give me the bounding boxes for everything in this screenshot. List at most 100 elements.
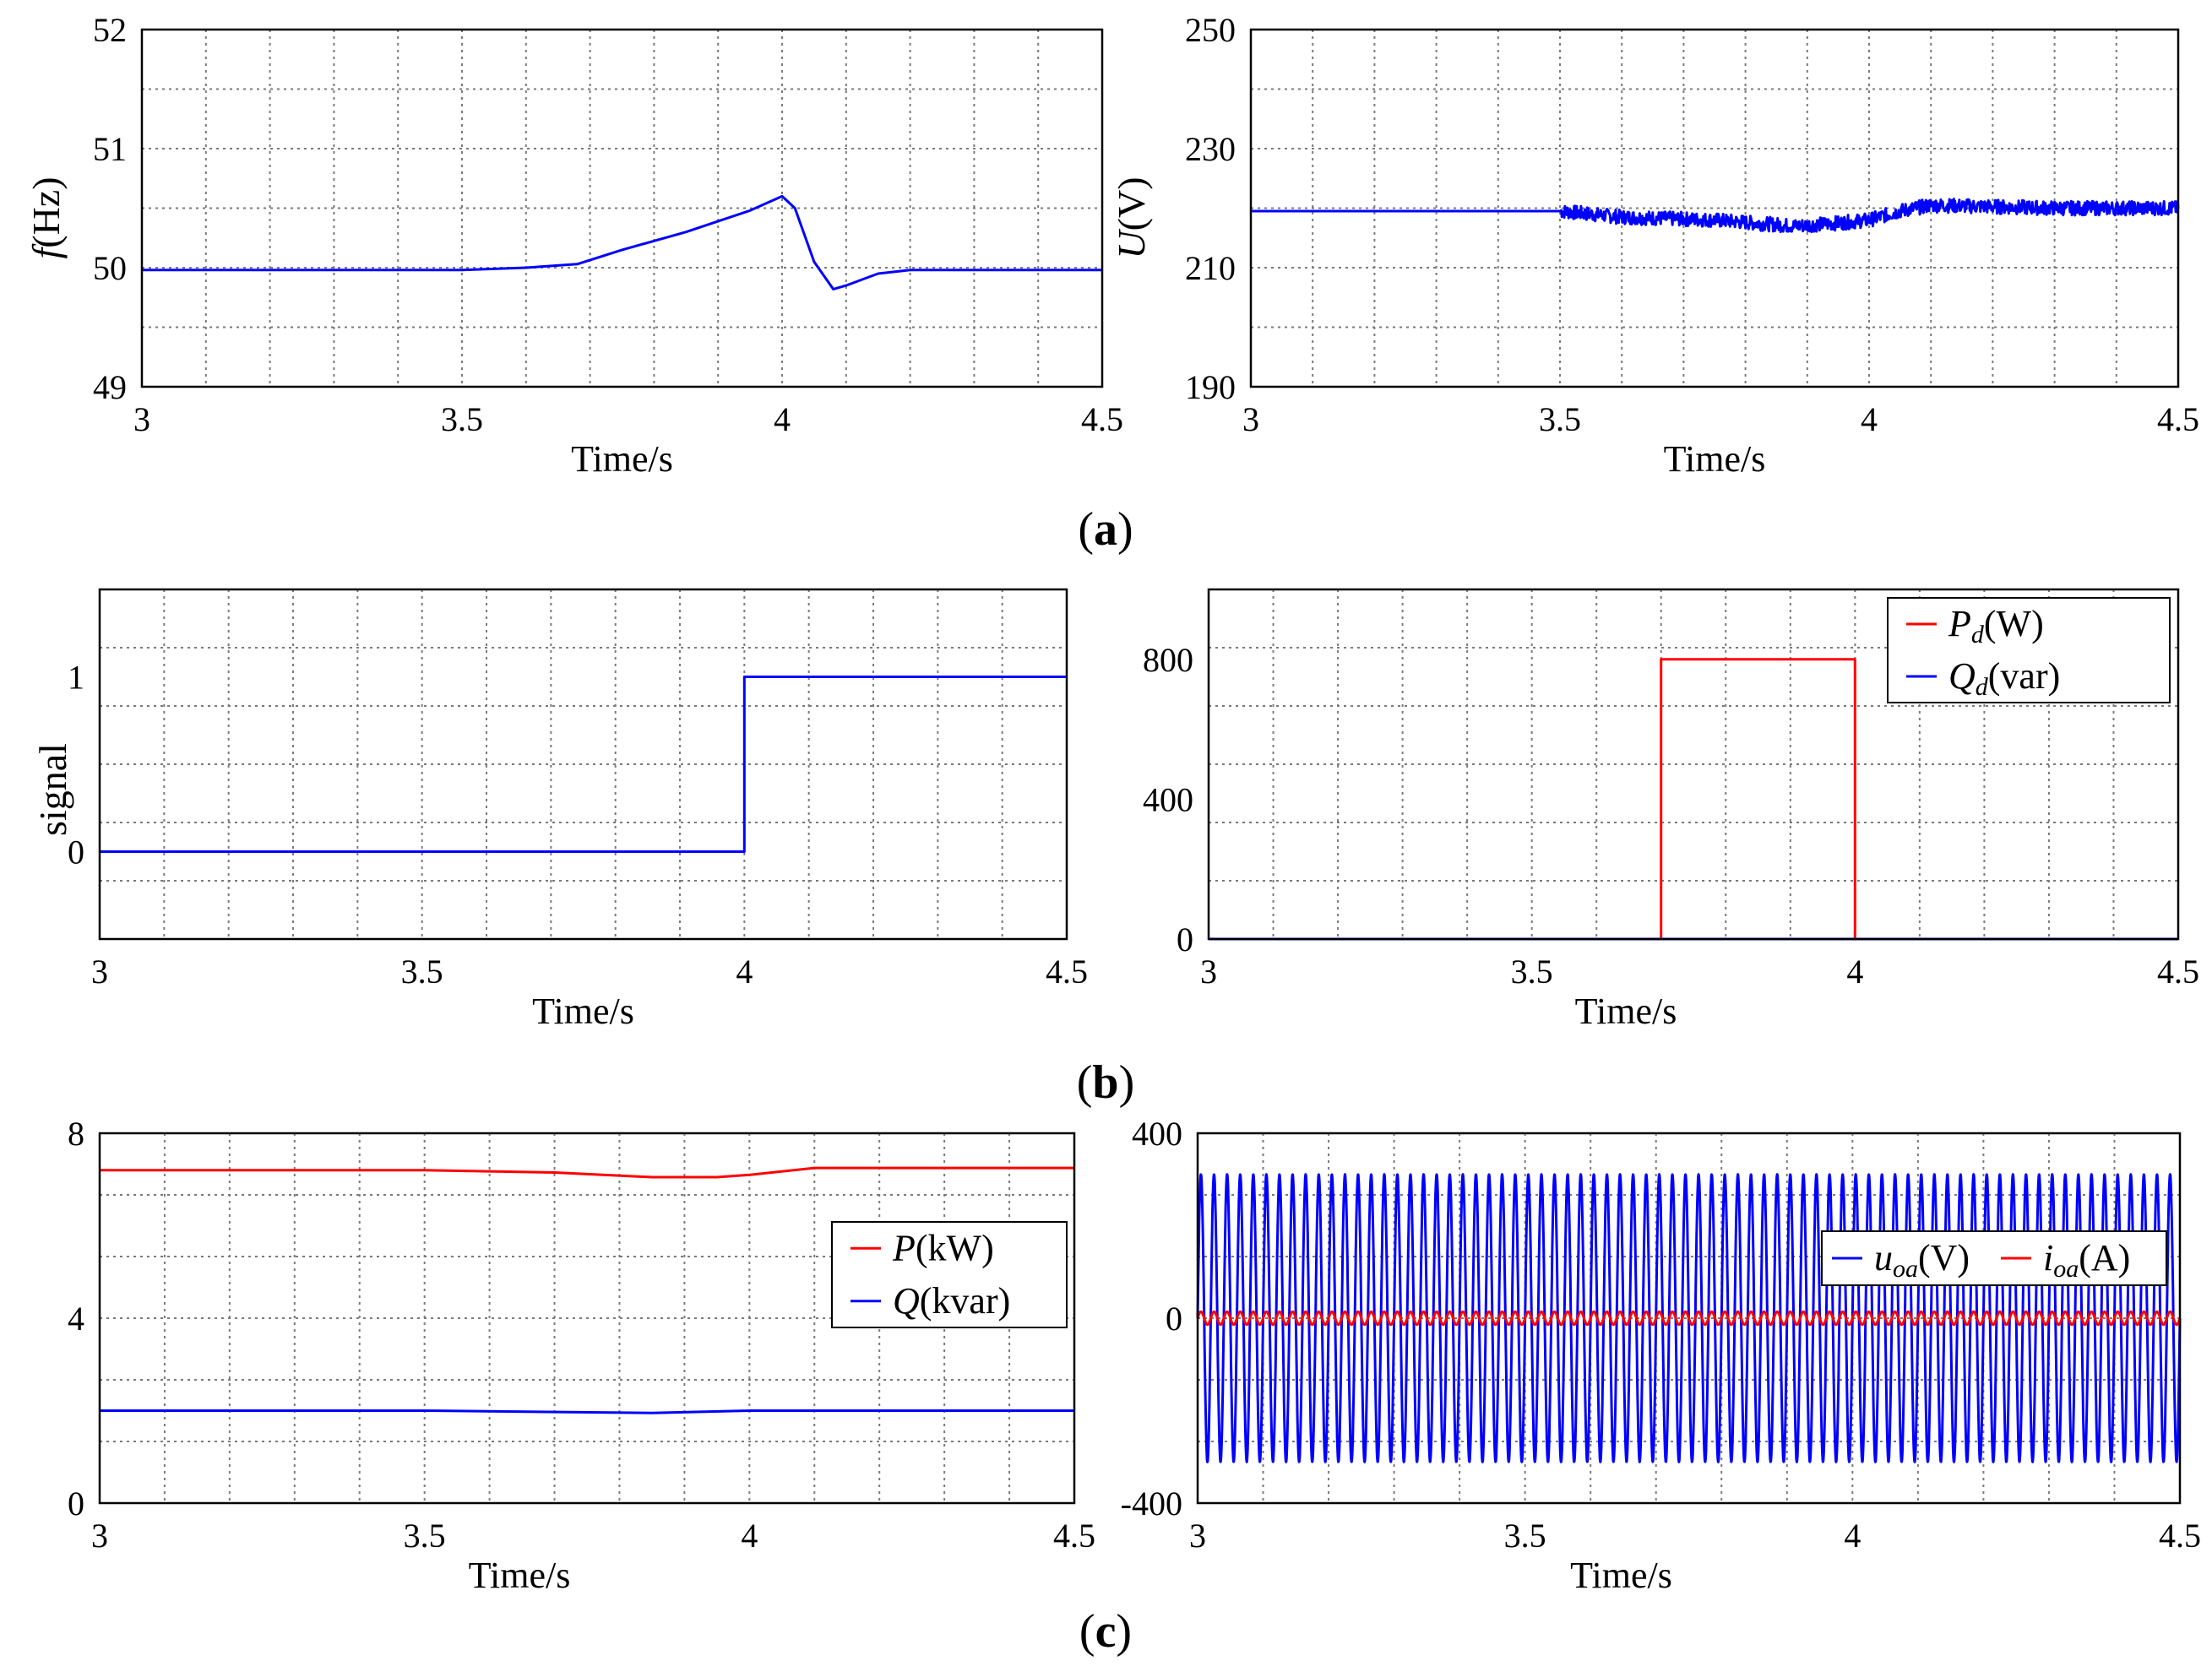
x-tick-label: 4.5 — [2159, 1517, 2201, 1555]
x-tick-label: 3.5 — [1539, 400, 1581, 438]
legend-label: ioa(A) — [2043, 1237, 2130, 1283]
chart-signal: 3 3.5 4 4.5 0 1 Time/s signal — [31, 588, 1088, 1032]
legend-unit: (var) — [1988, 655, 2061, 697]
y-tick-label: -400 — [1121, 1485, 1182, 1523]
plot-frame — [1207, 588, 2180, 941]
legend-unit: (W) — [1984, 603, 2044, 644]
series-line-b1-0 — [100, 676, 1067, 853]
legend-subscript: oa — [1893, 1255, 1918, 1283]
y-axis-label: f(Hz) — [24, 176, 68, 258]
legend-unit: (kvar) — [920, 1280, 1011, 1322]
legend-box — [831, 1221, 1068, 1328]
y-tick-label: 52 — [93, 11, 127, 49]
y-tick-label: 49 — [93, 368, 127, 406]
series-line-a2-0 — [1250, 198, 2180, 234]
legend-unit: (kW) — [916, 1227, 994, 1268]
y-tick-label: 400 — [1132, 1115, 1182, 1153]
x-tick-label: 4.5 — [2157, 400, 2199, 438]
x-tick-label: 4.5 — [1053, 1517, 1095, 1555]
plot-frame — [1249, 28, 2180, 388]
caption-c: (c) — [1079, 1605, 1132, 1658]
plot-frame — [140, 28, 1104, 388]
x-tick-label: 4 — [774, 400, 791, 438]
legend-symbol: P — [1948, 603, 1971, 644]
legend-subscript: d — [1971, 621, 1985, 649]
legend-symbol: P — [892, 1227, 916, 1268]
legend: uoa(V) ioa(A) — [1821, 1230, 2167, 1286]
series-line-c1-0 — [100, 1166, 1074, 1179]
y-tick-label: 0 — [68, 833, 84, 871]
series-line-a1-0 — [142, 194, 1102, 290]
x-tick-label: 4.5 — [1081, 400, 1123, 438]
x-axis-label: Time/s — [469, 1555, 571, 1596]
y-tick-label: 250 — [1185, 11, 1236, 49]
x-axis-label: Time/s — [1664, 438, 1766, 480]
legend: P(kW) Q(kvar) — [831, 1221, 1068, 1328]
legend-box — [1821, 1230, 2167, 1286]
y-axis-label-unit: (Hz) — [24, 176, 68, 247]
plot-frame — [1196, 1132, 2182, 1505]
chart-frequency: 3 3.5 4 4.5 49 50 51 52 Time/s f(Hz) — [24, 11, 1123, 480]
x-tick-label: 3 — [91, 1517, 108, 1555]
legend-box — [1887, 597, 2171, 703]
plot-frame — [98, 1132, 1076, 1505]
caption-b: (b) — [1077, 1056, 1134, 1109]
y-tick-label: 50 — [93, 249, 127, 287]
x-axis-label: Time/s — [1570, 1555, 1672, 1596]
x-axis-label: Time/s — [571, 438, 673, 480]
legend: Pd(W)Qd(var) — [1887, 597, 2171, 703]
x-tick-label: 4 — [1844, 1517, 1861, 1555]
legend-unit: (V) — [1918, 1237, 1970, 1278]
x-tick-label: 3.5 — [404, 1517, 446, 1555]
legend-symbol: Q — [1948, 655, 1976, 697]
x-tick-label: 3 — [91, 953, 108, 991]
y-tick-label: 8 — [68, 1115, 84, 1153]
y-tick-label: 190 — [1185, 368, 1236, 406]
legend-label: Pd(W) — [1948, 603, 2044, 649]
series-line-c1-1 — [100, 1409, 1074, 1414]
y-axis-label: U(V) — [1110, 176, 1153, 258]
y-tick-label: 230 — [1185, 130, 1236, 168]
x-tick-label: 3 — [1200, 953, 1217, 991]
y-tick-label: 210 — [1185, 249, 1236, 287]
x-tick-label: 4.5 — [2157, 953, 2199, 991]
plot-frame — [98, 588, 1068, 941]
legend-symbol: i — [2043, 1237, 2053, 1278]
caption-a: (a) — [1078, 503, 1133, 556]
x-tick-label: 4 — [736, 953, 753, 991]
y-tick-label: 800 — [1143, 641, 1193, 679]
legend-subscript: d — [1976, 673, 1989, 701]
x-tick-label: 4 — [1861, 400, 1878, 438]
chart-power: 3 3.5 4 4.5 0 4 8 Time/s P(kW) Q(kvar) — [68, 1115, 1095, 1596]
y-tick-label: 51 — [93, 130, 127, 168]
x-tick-label: 3.5 — [401, 953, 443, 991]
x-tick-label: 3.5 — [1504, 1517, 1546, 1555]
x-tick-label: 4.5 — [1046, 953, 1088, 991]
y-tick-label: 400 — [1143, 780, 1193, 818]
x-tick-label: 4 — [741, 1517, 758, 1555]
y-tick-label: 0 — [68, 1485, 84, 1523]
y-axis-label-symbol: U — [1110, 229, 1153, 259]
legend-label: Qd(var) — [1948, 655, 2060, 701]
caption-c-letter: c — [1095, 1605, 1117, 1658]
legend-label: uoa(V) — [1874, 1237, 1970, 1283]
x-tick-label: 4 — [1846, 953, 1863, 991]
y-axis-label-unit: (V) — [1110, 176, 1153, 231]
x-tick-label: 3.5 — [441, 400, 483, 438]
x-tick-label: 3 — [1242, 400, 1259, 438]
legend-symbol: u — [1874, 1237, 1893, 1278]
y-tick-label: 4 — [68, 1300, 84, 1338]
legend-label: Q(kvar) — [893, 1280, 1010, 1322]
legend-subscript: oa — [2053, 1255, 2079, 1283]
y-axis-label: signal — [31, 743, 74, 836]
caption-b-letter: b — [1092, 1056, 1118, 1109]
y-tick-label: 1 — [68, 659, 84, 697]
legend-label: P(kW) — [892, 1227, 994, 1268]
x-tick-label: 3.5 — [1511, 953, 1553, 991]
series-line-c2-1 — [1196, 1310, 2182, 1327]
y-tick-label: 0 — [1166, 1300, 1182, 1338]
legend-unit: (A) — [2079, 1237, 2130, 1278]
